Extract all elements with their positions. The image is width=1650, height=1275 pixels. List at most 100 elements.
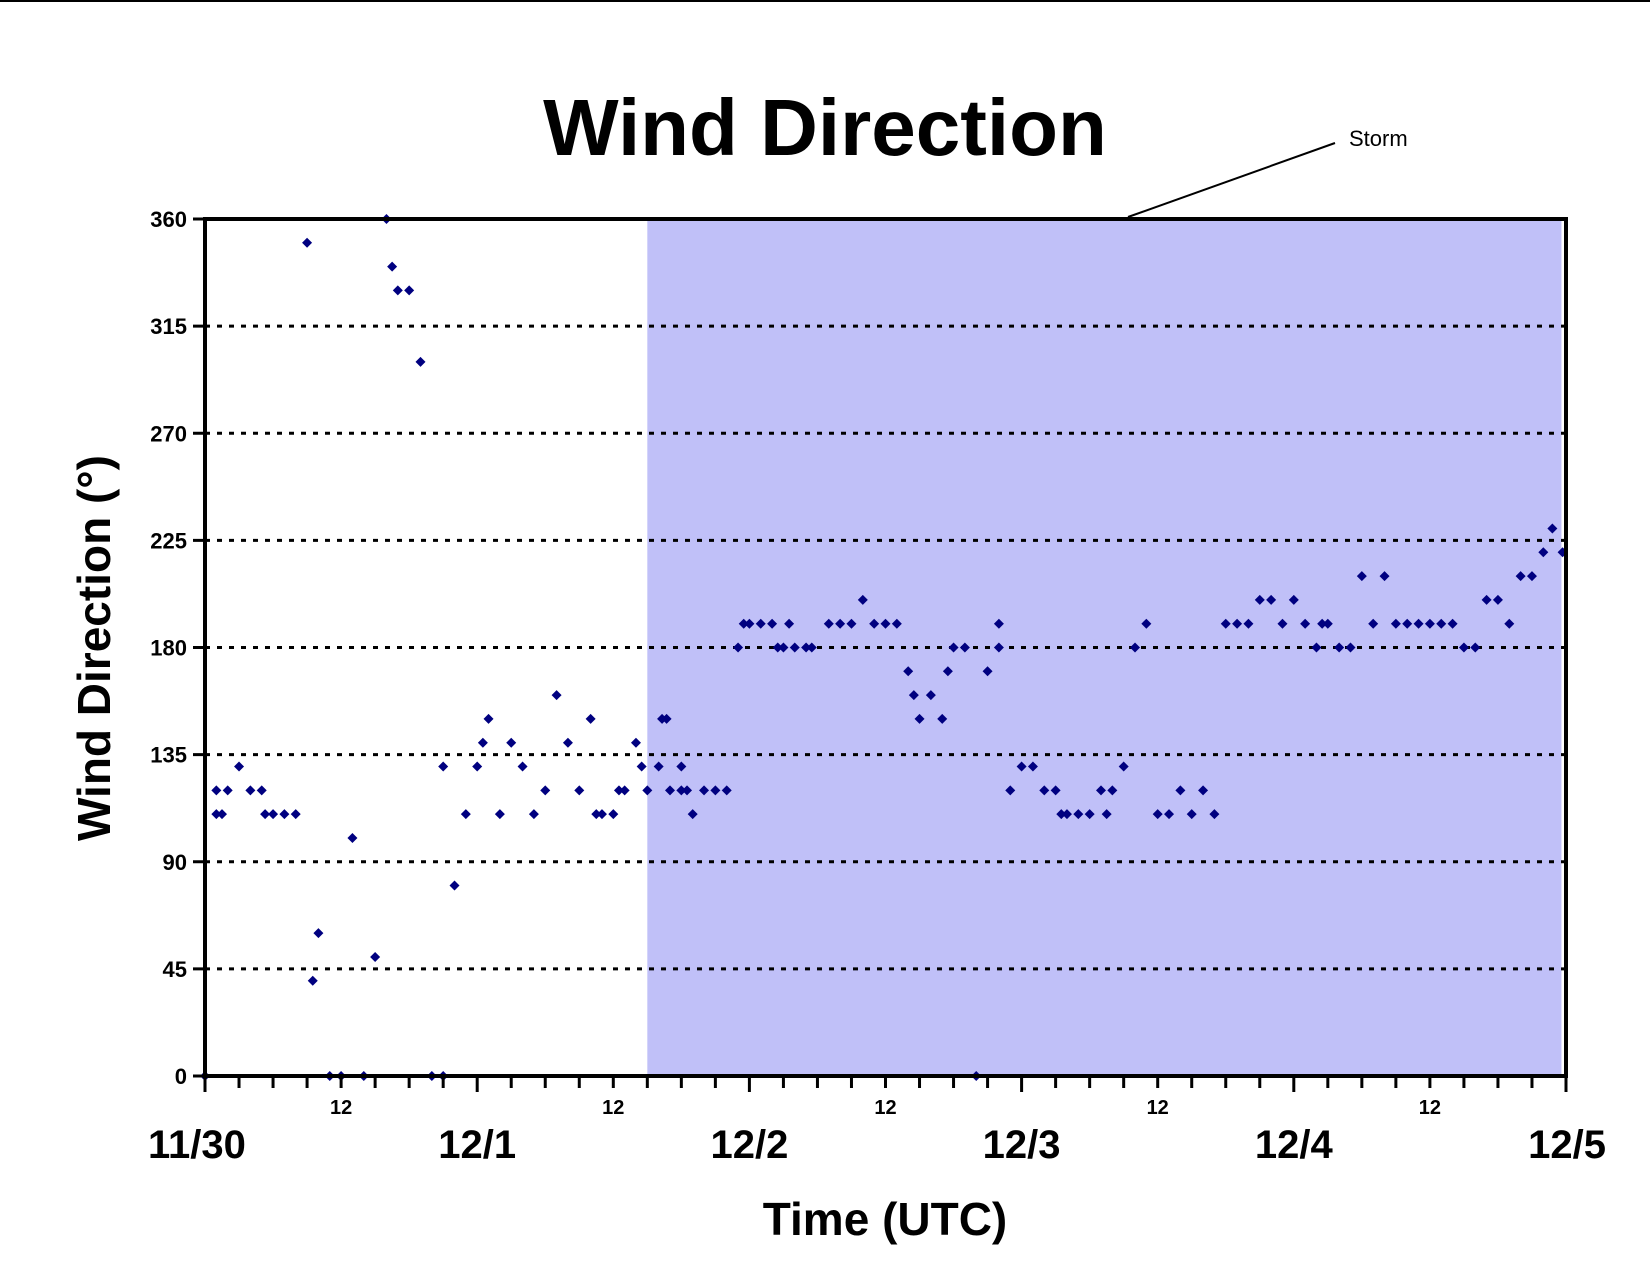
x-day-label: 12/3 — [983, 1123, 1061, 1167]
data-point — [1288, 594, 1299, 605]
data-point — [710, 785, 721, 796]
x-day-label: 12/2 — [710, 1123, 788, 1167]
data-point — [738, 618, 749, 629]
data-point — [676, 761, 687, 772]
data-point — [687, 809, 698, 820]
x-day-label: 12/4 — [1255, 1123, 1334, 1167]
data-point — [1368, 618, 1379, 629]
data-point — [630, 737, 641, 748]
data-point — [506, 737, 517, 748]
data-point — [1334, 642, 1345, 653]
data-point — [245, 785, 256, 796]
y-tick-label: 45 — [163, 957, 187, 982]
data-point — [302, 237, 313, 248]
data-point — [1101, 809, 1112, 820]
data-point — [1526, 571, 1537, 582]
data-point — [404, 285, 415, 296]
y-tick-label: 360 — [150, 207, 187, 232]
data-point — [1039, 785, 1050, 796]
data-point — [1084, 809, 1095, 820]
chart-title: Wind Direction — [543, 83, 1107, 172]
data-point — [1390, 618, 1401, 629]
data-point — [721, 785, 732, 796]
data-point — [608, 809, 619, 820]
data-point — [370, 951, 381, 962]
data-point — [1220, 618, 1231, 629]
data-point — [1436, 618, 1447, 629]
data-point — [1345, 642, 1356, 653]
data-point — [1547, 523, 1558, 534]
data-point — [1322, 618, 1333, 629]
data-point — [1198, 785, 1209, 796]
x-hour-label: 12 — [330, 1097, 352, 1119]
data-point — [211, 785, 222, 796]
data-point — [460, 809, 471, 820]
data-point — [1458, 642, 1469, 653]
data-point — [823, 618, 834, 629]
data-point — [1254, 594, 1265, 605]
data-point — [1095, 785, 1106, 796]
data-point — [290, 809, 301, 820]
data-point — [661, 713, 672, 724]
data-point — [1107, 785, 1118, 796]
data-point — [699, 785, 710, 796]
data-point — [869, 618, 880, 629]
data-point — [733, 642, 744, 653]
data-point — [449, 880, 460, 891]
data-point — [260, 809, 271, 820]
data-point — [211, 809, 222, 820]
data-point — [234, 761, 245, 772]
data-point — [993, 618, 1004, 629]
data-point — [636, 761, 647, 772]
data-point — [387, 261, 398, 272]
data-point — [1175, 785, 1186, 796]
data-point — [1402, 618, 1413, 629]
top-border-line — [0, 0, 1650, 2]
data-point — [1232, 618, 1243, 629]
data-point — [1050, 785, 1061, 796]
x-hour-label: 12 — [1419, 1097, 1441, 1119]
data-point — [1504, 618, 1515, 629]
data-point — [772, 642, 783, 653]
data-point — [1515, 571, 1526, 582]
data-point — [903, 666, 914, 677]
data-point — [925, 690, 936, 701]
data-point — [755, 618, 766, 629]
x-day-label: 11/30 — [148, 1123, 246, 1167]
data-point — [517, 761, 528, 772]
storm-annotation-leader-line — [1127, 142, 1336, 218]
data-point — [1317, 618, 1328, 629]
storm-annotation-label: Storm — [1349, 126, 1408, 151]
axis-ticks: 0 45 90 135 180 225 270 315 360 12 12 12 12 12 11/30 12… — [148, 207, 1606, 1167]
data-point — [619, 785, 630, 796]
data-point — [438, 761, 449, 772]
data-point — [256, 785, 267, 796]
data-point — [846, 618, 857, 629]
data-point — [835, 618, 846, 629]
y-tick-label: 225 — [150, 528, 187, 553]
data-point — [551, 690, 562, 701]
data-point — [857, 594, 868, 605]
data-point — [472, 761, 483, 772]
data-point — [1061, 809, 1072, 820]
data-point — [1300, 618, 1311, 629]
data-point — [993, 642, 1004, 653]
data-point — [937, 713, 948, 724]
data-point — [1266, 594, 1277, 605]
data-point — [784, 618, 795, 629]
data-point — [1481, 594, 1492, 605]
data-point — [1447, 618, 1458, 629]
y-tick-label: 315 — [150, 314, 187, 339]
data-point — [1073, 809, 1084, 820]
data-point — [982, 666, 993, 677]
data-point — [1141, 618, 1152, 629]
y-tick-label: 270 — [150, 421, 187, 446]
data-point — [222, 785, 233, 796]
data-point — [1492, 594, 1503, 605]
data-point — [1152, 809, 1163, 820]
data-point — [591, 809, 602, 820]
data-point — [415, 356, 426, 367]
data-point — [653, 761, 664, 772]
data-point — [217, 809, 228, 820]
